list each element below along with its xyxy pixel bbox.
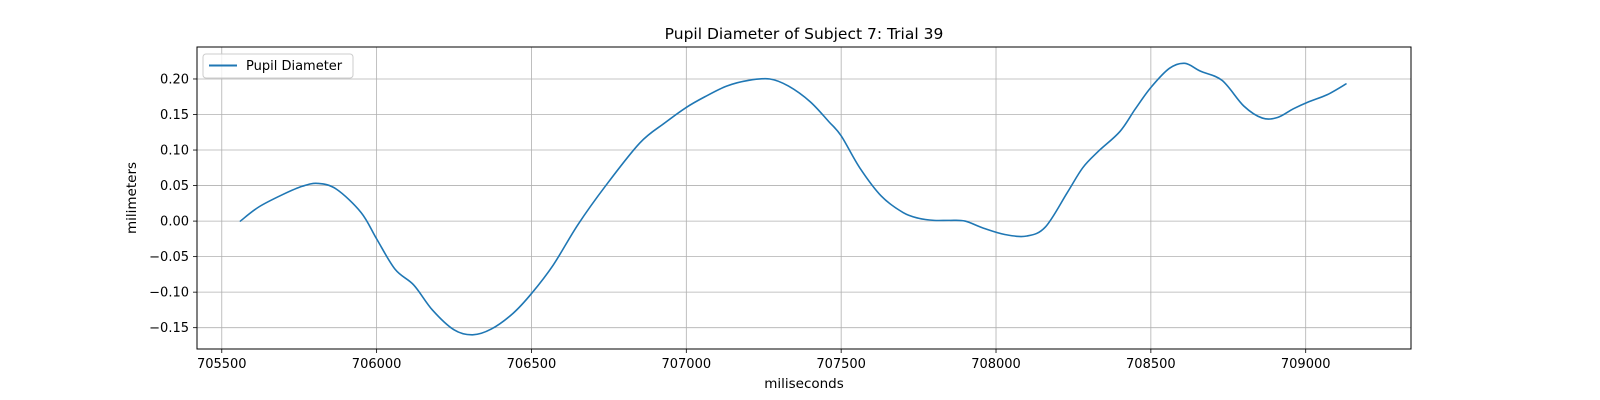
series-layer: [239, 62, 1347, 336]
grid: [197, 47, 1411, 349]
y-tick-label: 0.10: [160, 144, 189, 159]
series-line-pupil-diameter: [239, 62, 1347, 336]
x-tick-label: 708000: [971, 357, 1021, 372]
x-axis-label: miliseconds: [764, 376, 844, 392]
y-tick-label: −0.10: [149, 286, 189, 301]
legend-box: [202, 53, 354, 79]
x-axis-ticks: 705500 706000 706500 707000 707500 708000 7085…: [197, 349, 1331, 372]
x-tick-label: 706500: [507, 357, 557, 372]
x-tick-label: 707000: [661, 357, 711, 372]
x-tick-label: 705500: [197, 357, 247, 372]
y-tick-label: 0.15: [160, 108, 189, 123]
y-tick-label: 0.20: [160, 72, 189, 87]
chart-title: Pupil Diameter of Subject 7: Trial 39: [665, 25, 944, 43]
legend: Pupil Diameter: [202, 53, 354, 79]
y-tick-label: −0.05: [149, 250, 189, 265]
plot-frame: [196, 46, 1412, 350]
legend-label: Pupil Diameter: [246, 59, 343, 74]
y-axis-ticks: −0.15 −0.10 −0.05 0.00 0.05 0.10 0.15 0.20: [149, 72, 197, 336]
x-tick-label: 708500: [1126, 357, 1176, 372]
y-tick-label: −0.15: [149, 321, 189, 336]
x-tick-label: 707500: [816, 357, 866, 372]
x-tick-label: 706000: [352, 357, 402, 372]
y-axis-label: milimeters: [124, 162, 140, 234]
y-tick-label: 0.00: [160, 215, 189, 230]
y-tick-label: 0.05: [160, 179, 189, 194]
x-tick-label: 709000: [1281, 357, 1331, 372]
